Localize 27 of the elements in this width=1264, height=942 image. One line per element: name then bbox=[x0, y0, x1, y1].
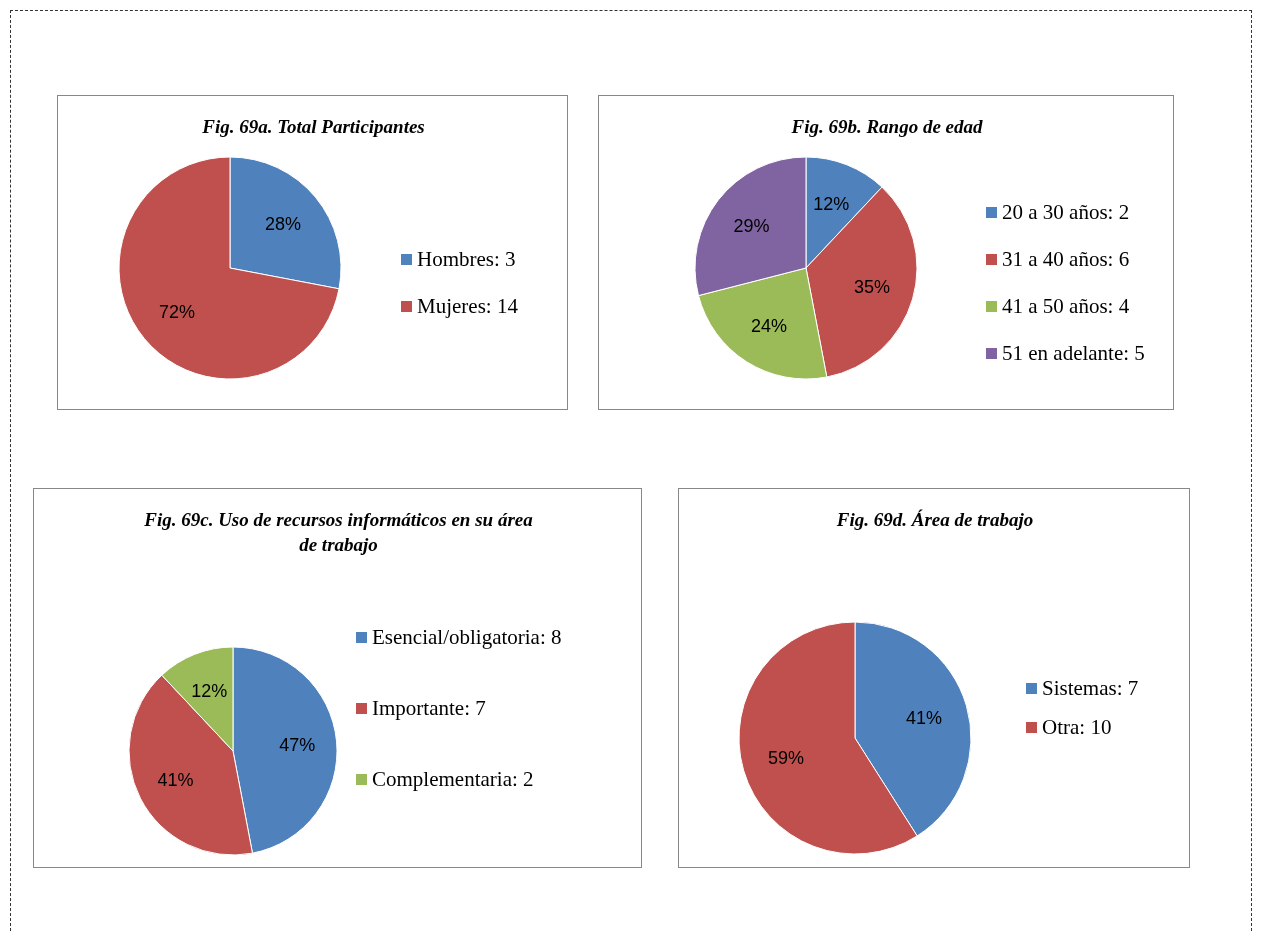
legend-label: 41 a 50 años: 4 bbox=[1002, 293, 1130, 319]
legend-label: 20 a 30 años: 2 bbox=[1002, 199, 1130, 225]
chart-title: Fig. 69c. Uso de recursos informáticos en su área de trabajo bbox=[143, 508, 534, 557]
data-label: 12% bbox=[813, 194, 850, 215]
legend-label: Complementaria: 2 bbox=[372, 766, 534, 792]
data-label: 47% bbox=[279, 734, 316, 755]
legend-label: 31 a 40 años: 6 bbox=[1002, 246, 1130, 272]
data-label: 24% bbox=[751, 316, 788, 337]
data-label: 12% bbox=[191, 681, 228, 702]
data-label: 29% bbox=[733, 215, 770, 236]
legend-label: Otra: 10 bbox=[1042, 715, 1112, 740]
data-label: 28% bbox=[265, 214, 302, 235]
chart-title: Fig. 69b. Rango de edad bbox=[790, 115, 984, 139]
chart-title: Fig. 69d. Área de trabajo bbox=[835, 508, 1035, 532]
data-label: 35% bbox=[854, 277, 891, 298]
data-label: 72% bbox=[158, 301, 195, 322]
legend-label: Mujeres: 14 bbox=[417, 293, 518, 319]
legend-label: 51 en adelante: 5 bbox=[1002, 340, 1145, 366]
chart-title: Fig. 69a. Total Participantes bbox=[201, 115, 426, 139]
legend-label: Hombres: 3 bbox=[417, 246, 516, 272]
pie-slice bbox=[118, 156, 340, 380]
data-label: 41% bbox=[906, 707, 943, 728]
legend-label: Sistemas: 7 bbox=[1042, 676, 1139, 701]
data-label: 59% bbox=[767, 748, 804, 769]
legend-label: Esencial/obligatoria: 8 bbox=[372, 624, 562, 650]
data-label: 41% bbox=[157, 770, 194, 791]
legend-label: Importante: 7 bbox=[372, 695, 486, 721]
